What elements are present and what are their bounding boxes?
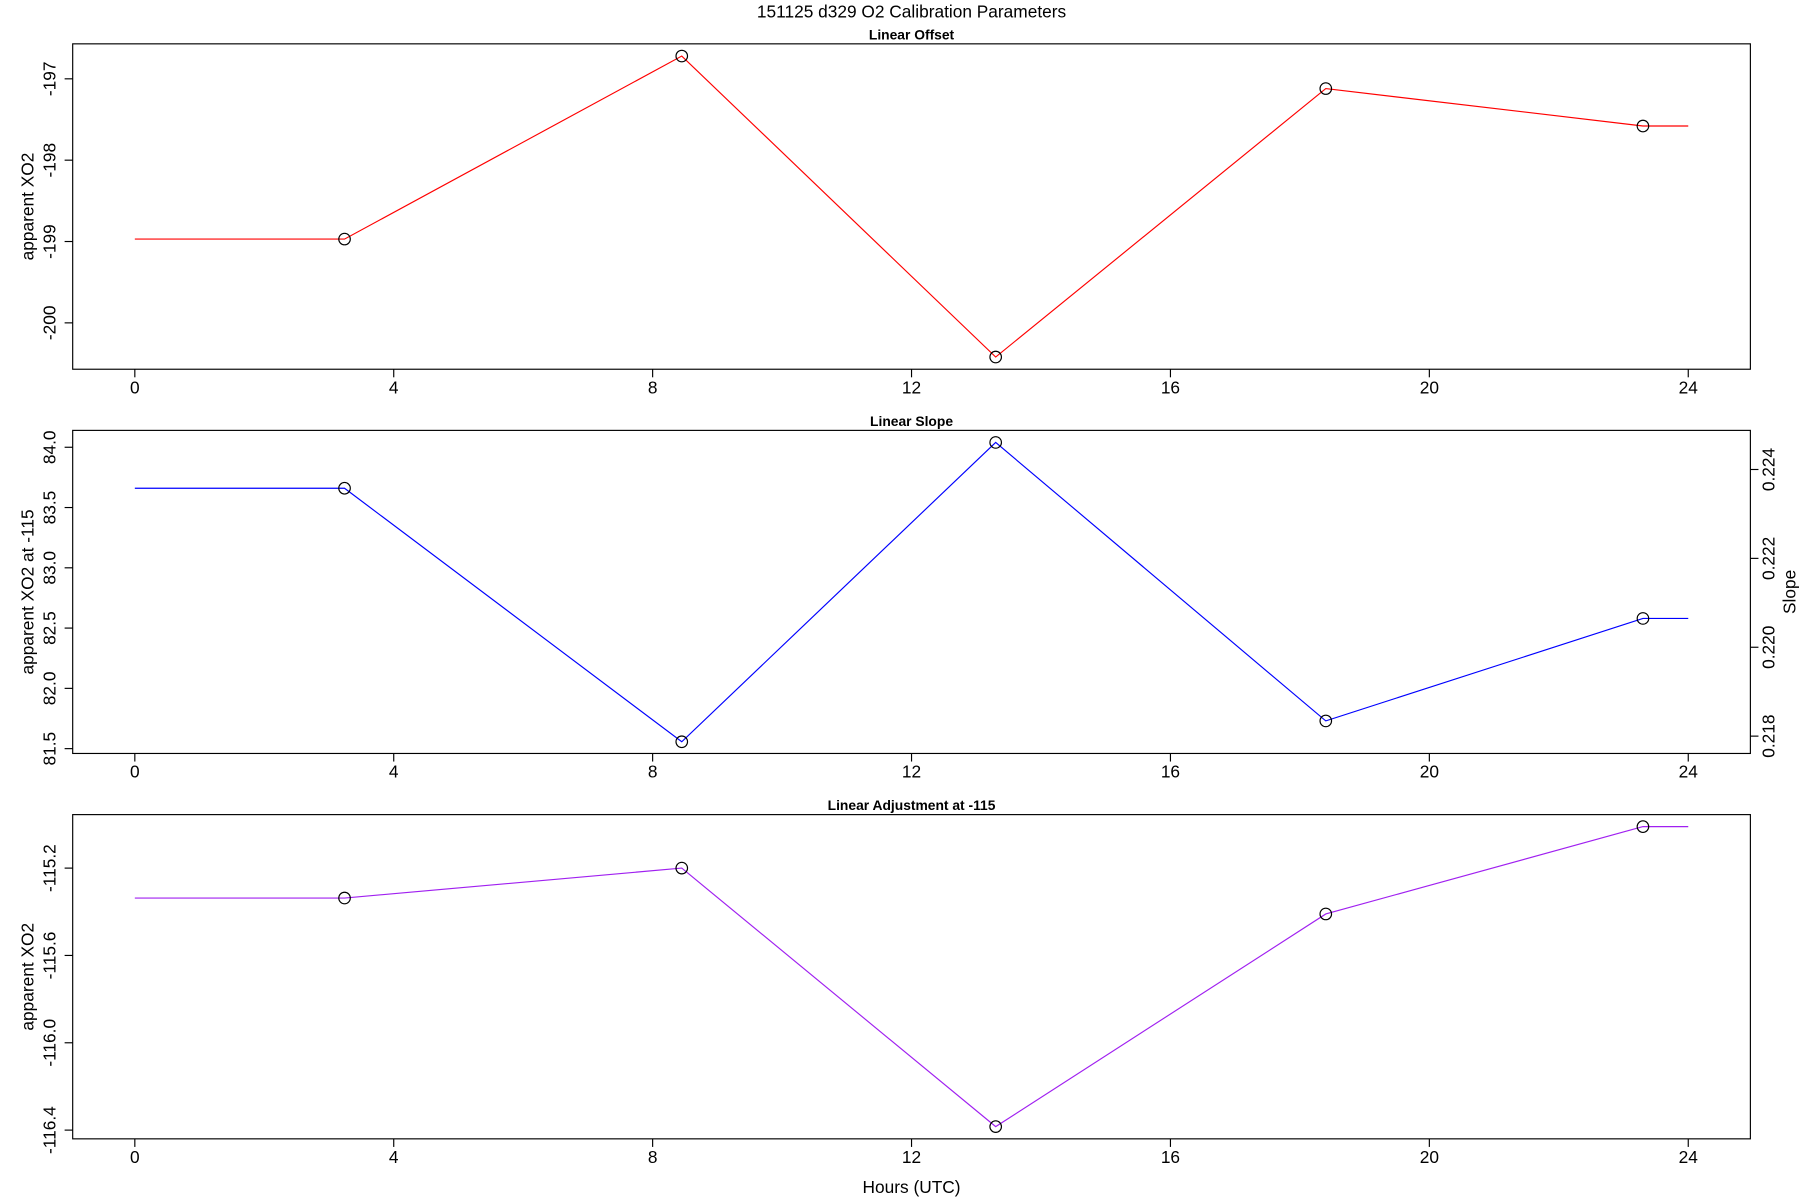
y-tick-label: 82.0 [39, 672, 59, 706]
x-tick-label: 20 [1420, 1147, 1439, 1167]
y-tick-label: 81.5 [39, 732, 59, 766]
x-tick-label: 20 [1420, 377, 1439, 397]
x-tick-label: 20 [1420, 762, 1439, 782]
data-point [1319, 714, 1333, 728]
data-line [134, 55, 1689, 358]
y-tick-label: -115.6 [39, 932, 59, 980]
data-point [338, 891, 351, 905]
x-tick-label: 8 [648, 377, 658, 397]
panel-title: Linear Slope [870, 413, 953, 429]
y-tick-label: 83.0 [39, 551, 59, 585]
x-tick-label: 0 [130, 762, 140, 782]
y-tick-label: 82.5 [39, 611, 59, 645]
main-title: 151125 d329 O2 Calibration Parameters [757, 1, 1067, 21]
y-tick-label: -199 [39, 224, 59, 259]
y-axis-label: apparent XO2 [17, 153, 37, 261]
x-axis-label: Hours (UTC) [863, 1177, 961, 1197]
data-point [1319, 907, 1333, 921]
x-tick-label: 24 [1679, 762, 1699, 782]
x-tick-label: 8 [648, 762, 658, 782]
panel-title: Linear Offset [869, 26, 955, 42]
data-point [1636, 119, 1650, 133]
y-axis-label: apparent XO2 [17, 923, 37, 1031]
data-point [338, 481, 351, 495]
x-tick-label: 4 [389, 1147, 399, 1167]
y-tick-label: 83.5 [39, 491, 59, 525]
y-tick-label: -115.2 [39, 844, 59, 892]
x-tick-label: 4 [389, 377, 399, 397]
data-point [1636, 820, 1650, 833]
data-point [989, 1120, 1003, 1133]
x-tick-label: 24 [1679, 1147, 1699, 1167]
x-tick-label: 4 [389, 762, 399, 782]
x-tick-label: 0 [130, 1147, 140, 1167]
y2-tick-label: 0.220 [1759, 626, 1779, 669]
data-point [675, 735, 689, 749]
y2-axis-label: Slope [1779, 570, 1799, 614]
x-tick-label: 12 [902, 762, 921, 782]
y-tick-label: -116.4 [39, 1106, 59, 1154]
x-tick-label: 0 [130, 377, 140, 397]
x-tick-label: 16 [1161, 377, 1180, 397]
data-point [338, 232, 351, 246]
x-tick-label: 24 [1679, 377, 1699, 397]
data-point [675, 49, 689, 63]
y-tick-label: -198 [39, 143, 59, 178]
y-tick-label: 84.0 [39, 430, 59, 464]
x-tick-label: 12 [902, 377, 921, 397]
y-tick-label: -116.0 [39, 1019, 59, 1067]
x-tick-label: 8 [648, 1147, 658, 1167]
data-point [989, 350, 1003, 364]
data-point [989, 436, 1003, 449]
x-tick-label: 12 [902, 1147, 921, 1167]
y-tick-label: -200 [39, 306, 59, 341]
y-tick-label: -197 [39, 62, 59, 97]
data-line [134, 441, 1689, 743]
data-point [1319, 82, 1333, 95]
x-tick-label: 16 [1161, 1147, 1180, 1167]
y2-tick-label: 0.224 [1759, 447, 1779, 491]
panel-title: Linear Adjustment at -115 [828, 797, 996, 813]
data-point [675, 861, 689, 875]
x-tick-label: 16 [1161, 762, 1180, 782]
data-point [1636, 612, 1650, 625]
y2-tick-label: 0.218 [1759, 714, 1779, 757]
data-line [134, 826, 1689, 1128]
y2-tick-label: 0.222 [1759, 537, 1779, 580]
y-axis-label: apparent XO2 at -115 [17, 509, 37, 674]
